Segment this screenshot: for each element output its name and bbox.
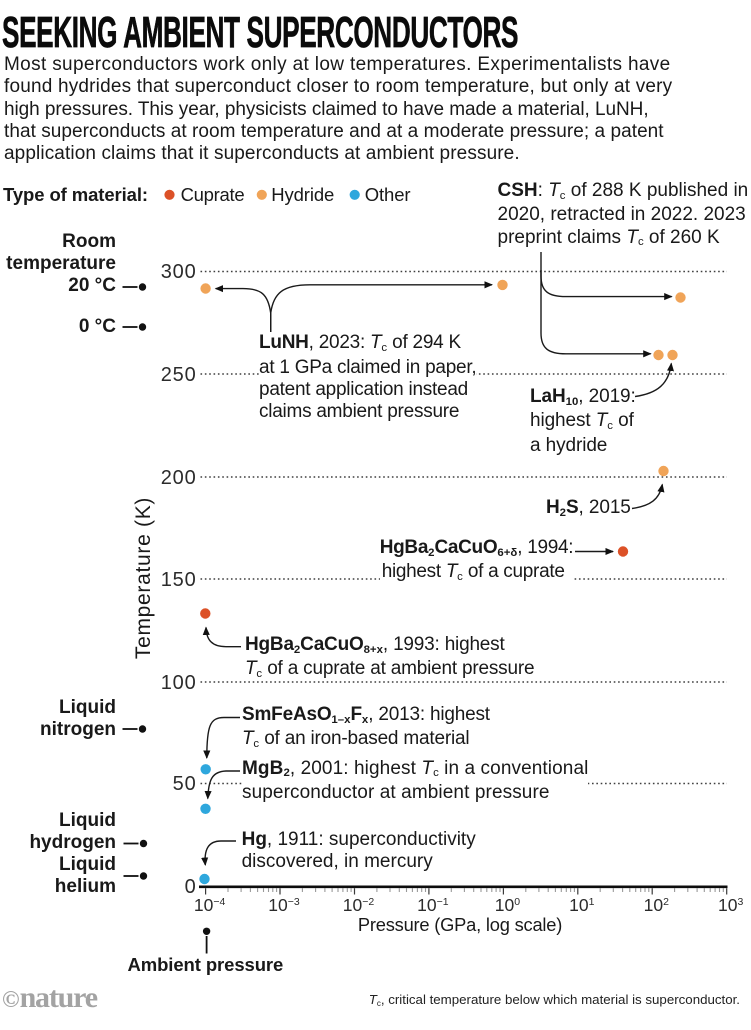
svg-text:Temperature (K): Temperature (K) [132,497,155,659]
